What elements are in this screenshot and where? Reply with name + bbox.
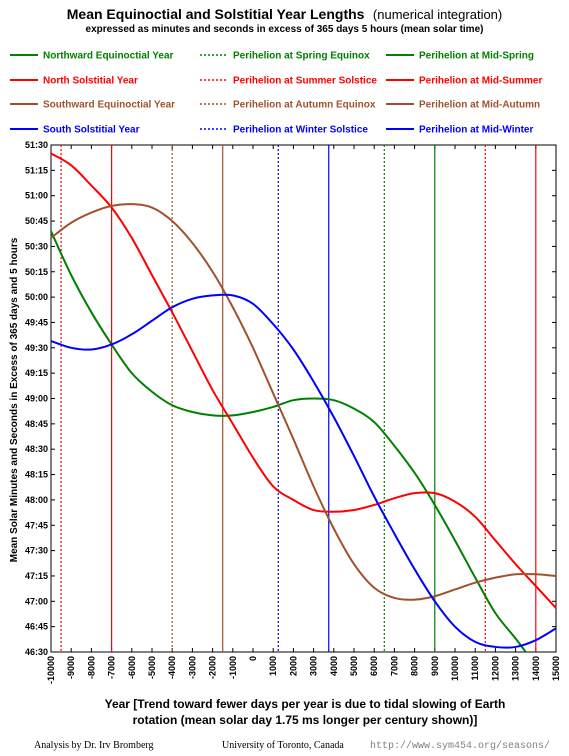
- x-tick-label: 11000: [470, 656, 480, 681]
- x-tick-label: 9000: [430, 656, 440, 676]
- x-tick-label: 10000: [450, 656, 460, 681]
- y-tick-label: 50:30: [25, 241, 48, 251]
- y-tick-label: 50:15: [25, 267, 48, 277]
- footer-url: http://www.sym454.org/seasons/: [370, 740, 550, 752]
- plot-area: 46:30 46:45 47:00 47:15 47:30 47:45 48:00 48:15…: [25, 140, 561, 684]
- legend-entry-label: Perihelion at Spring Equinox: [233, 51, 370, 62]
- chart-title-suffix: (numerical integration): [373, 7, 502, 22]
- series-line: [50, 230, 527, 653]
- x-tick-label: 15000: [551, 656, 561, 681]
- legend: Northward Equinoctial Year Perihelion at …: [10, 51, 542, 136]
- x-tick-label: 3000: [309, 656, 319, 676]
- x-tick-label: -10000: [46, 656, 56, 684]
- legend-entry-label: Perihelion at Mid-Summer: [419, 76, 542, 87]
- footer-author: Analysis by Dr. Irv Bromberg: [34, 740, 154, 751]
- legend-entry-label: Perihelion at Winter Solstice: [233, 125, 368, 136]
- x-tick-label: -9000: [66, 656, 76, 679]
- legend-entry-label: Northward Equinoctial Year: [43, 51, 174, 62]
- y-tick-label: 46:45: [25, 622, 48, 632]
- y-tick-label: 49:00: [25, 394, 48, 404]
- y-tick-label: 51:15: [25, 165, 48, 175]
- x-tick-label: 1000: [268, 656, 278, 676]
- legend-entry-label: North Solstitial Year: [43, 76, 138, 87]
- x-axis-label-line2: rotation (mean solar day 1.75 ms longer …: [133, 713, 478, 727]
- x-tick-label: 6000: [369, 656, 379, 676]
- x-tick-label: 4000: [329, 656, 339, 676]
- x-tick-label: -1000: [228, 656, 238, 679]
- x-tick-label: -8000: [86, 656, 96, 679]
- y-tick-label: 49:45: [25, 317, 48, 327]
- y-tick-label: 47:45: [25, 520, 48, 530]
- x-tick-label: -5000: [147, 656, 157, 679]
- x-tick-label: 7000: [389, 656, 399, 676]
- x-tick-label: 8000: [410, 656, 420, 676]
- x-tick-label: -7000: [107, 656, 117, 679]
- x-tick-label: -2000: [208, 656, 218, 679]
- x-tick-label: 0: [248, 656, 258, 661]
- x-tick-label: -3000: [187, 656, 197, 679]
- y-tick-label: 48:00: [25, 495, 48, 505]
- legend-entry-label: Perihelion at Mid-Winter: [419, 125, 533, 136]
- x-tick-label: -4000: [167, 656, 177, 679]
- legend-entry-label: South Solstitial Year: [43, 125, 140, 136]
- y-tick-label: 47:00: [25, 596, 48, 606]
- x-tick-label: 14000: [531, 656, 541, 681]
- x-tick-label: 13000: [511, 656, 521, 681]
- y-tick-label: 48:15: [25, 470, 48, 480]
- y-axis-label: Mean Solar Minutes and Seconds in Excess…: [9, 237, 20, 562]
- series-line: [50, 203, 557, 601]
- legend-entry-label: Southward Equinoctial Year: [43, 100, 175, 111]
- y-tick-label: 47:30: [25, 546, 48, 556]
- chart-title: Mean Equinoctial and Solstitial Year Len…: [67, 6, 503, 23]
- series-line: [50, 293, 557, 649]
- legend-entry-label: Perihelion at Mid-Spring: [419, 51, 534, 62]
- x-tick-label: 2000: [288, 656, 298, 676]
- legend-entry-label: Perihelion at Autumn Equinox: [233, 100, 376, 111]
- y-tick-label: 46:30: [25, 647, 48, 657]
- chart-title-main: Mean Equinoctial and Solstitial Year Len…: [67, 6, 365, 22]
- x-tick-label: -6000: [127, 656, 137, 679]
- chart-subtitle: expressed as minutes and seconds in exce…: [86, 24, 484, 35]
- y-tick-label: 48:45: [25, 419, 48, 429]
- y-tick-label: 49:30: [25, 343, 48, 353]
- series-line: [50, 152, 557, 609]
- y-tick-label: 49:15: [25, 368, 48, 378]
- y-tick-label: 47:15: [25, 571, 48, 581]
- x-axis-label-line1: Year [Trend toward fewer days per year i…: [105, 697, 506, 711]
- legend-entry-label: Perihelion at Summer Solstice: [233, 76, 377, 87]
- footer-institution: University of Toronto, Canada: [222, 740, 344, 751]
- x-tick-label: 12000: [490, 656, 500, 681]
- y-tick-label: 50:00: [25, 292, 48, 302]
- legend-entry-label: Perihelion at Mid-Autumn: [419, 100, 540, 111]
- y-tick-label: 48:30: [25, 444, 48, 454]
- y-tick-label: 51:30: [25, 140, 48, 150]
- x-tick-label: 5000: [349, 656, 359, 676]
- y-tick-label: 50:45: [25, 216, 48, 226]
- y-tick-label: 51:00: [25, 191, 48, 201]
